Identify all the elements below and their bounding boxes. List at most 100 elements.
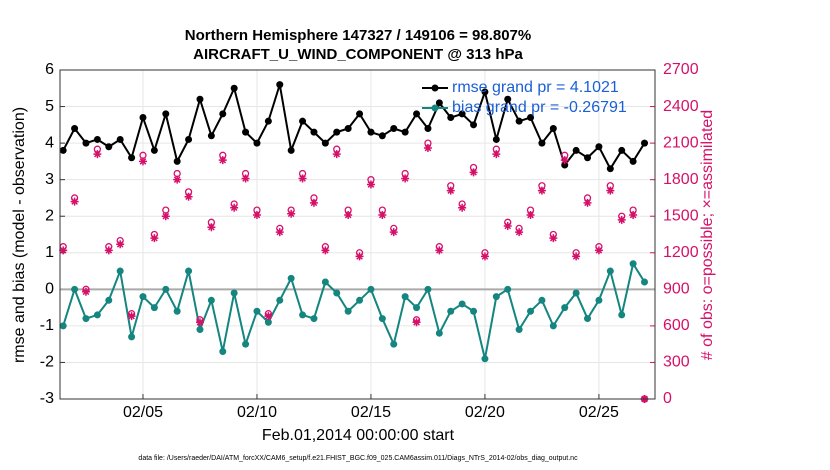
y2-tick-label: 2100	[663, 134, 699, 151]
point	[150, 146, 158, 154]
point	[435, 99, 443, 107]
x-axis-label: Feb.01,2014 00:00:00 start	[262, 427, 455, 444]
y2-tick-label: 900	[663, 281, 690, 298]
point	[527, 114, 535, 122]
point	[401, 128, 409, 136]
plot-area	[60, 70, 655, 399]
y-tick-label: 0	[45, 281, 54, 298]
plot-frame	[59, 69, 656, 400]
legend-label: bias grand pr = -0.26791	[452, 99, 627, 116]
point	[128, 154, 136, 162]
point	[538, 139, 546, 147]
point	[207, 296, 215, 304]
point	[138, 157, 147, 166]
y-tick-label: 2	[45, 207, 54, 224]
point	[424, 124, 432, 132]
point	[629, 260, 637, 268]
point	[561, 161, 569, 169]
y2-tick-label: 1200	[663, 244, 699, 261]
point	[641, 278, 649, 286]
point	[161, 212, 170, 221]
point	[298, 174, 307, 183]
point	[139, 293, 147, 301]
point	[333, 128, 341, 136]
point	[321, 139, 329, 147]
point	[367, 128, 375, 136]
point	[59, 146, 67, 154]
point	[606, 186, 615, 195]
y-tick-label: 3	[45, 171, 54, 188]
point	[447, 114, 455, 122]
point	[413, 304, 421, 312]
point	[504, 285, 512, 293]
y-tick-label: 4	[45, 134, 54, 151]
point	[344, 124, 352, 132]
point	[401, 174, 410, 183]
x-tick-label: 02/15	[351, 404, 391, 421]
y-tick-label: 1	[45, 244, 54, 261]
legend-marker	[431, 84, 439, 92]
point	[492, 293, 500, 301]
point	[470, 121, 478, 129]
point	[173, 307, 181, 315]
point	[150, 234, 159, 243]
point	[424, 285, 432, 293]
point	[435, 246, 444, 255]
y2-tick-label: 1800	[663, 171, 699, 188]
x-tick-label: 02/10	[237, 404, 277, 421]
point	[196, 95, 204, 103]
point	[480, 252, 489, 261]
y-tick-label: -1	[40, 317, 54, 334]
legend-label: rmse grand pr = 4.1021	[452, 79, 619, 96]
point	[321, 246, 330, 255]
point	[458, 300, 466, 308]
point	[583, 198, 592, 207]
point	[70, 197, 79, 206]
point	[264, 318, 272, 326]
point	[458, 110, 466, 118]
point	[401, 293, 409, 301]
y2-tick-label: 300	[663, 354, 690, 371]
point	[116, 135, 124, 143]
point	[93, 311, 101, 319]
point	[207, 132, 215, 140]
point	[71, 285, 79, 293]
y2-tick-label: 600	[663, 317, 690, 334]
point	[378, 132, 386, 140]
y2-tick-label: 0	[663, 390, 672, 407]
point	[275, 228, 284, 237]
point	[105, 143, 113, 151]
point	[629, 157, 637, 165]
point	[470, 307, 478, 315]
y2-axis-label: # of obs: o=possible; ×=assimilated	[699, 110, 716, 360]
point	[264, 117, 272, 125]
point	[264, 312, 273, 321]
point	[355, 252, 364, 261]
point	[219, 347, 227, 355]
point	[116, 267, 124, 275]
point	[162, 110, 170, 118]
point	[492, 150, 501, 159]
point	[309, 198, 318, 207]
point	[105, 296, 113, 304]
point	[59, 246, 68, 255]
point	[481, 88, 489, 96]
point	[219, 110, 227, 118]
point	[366, 180, 375, 189]
point	[299, 311, 307, 319]
point	[584, 154, 592, 162]
point	[413, 110, 421, 118]
y-tick-label: 6	[45, 61, 54, 78]
x-tick-label: 02/25	[579, 404, 619, 421]
point	[242, 128, 250, 136]
point	[287, 209, 296, 218]
point	[458, 203, 467, 212]
point	[435, 329, 443, 337]
point	[150, 304, 158, 312]
point	[321, 278, 329, 286]
y-tick-label: -2	[40, 354, 54, 371]
y-axis-label: rmse and bias (model - observation)	[11, 107, 28, 363]
point	[184, 192, 193, 201]
point	[127, 312, 136, 321]
